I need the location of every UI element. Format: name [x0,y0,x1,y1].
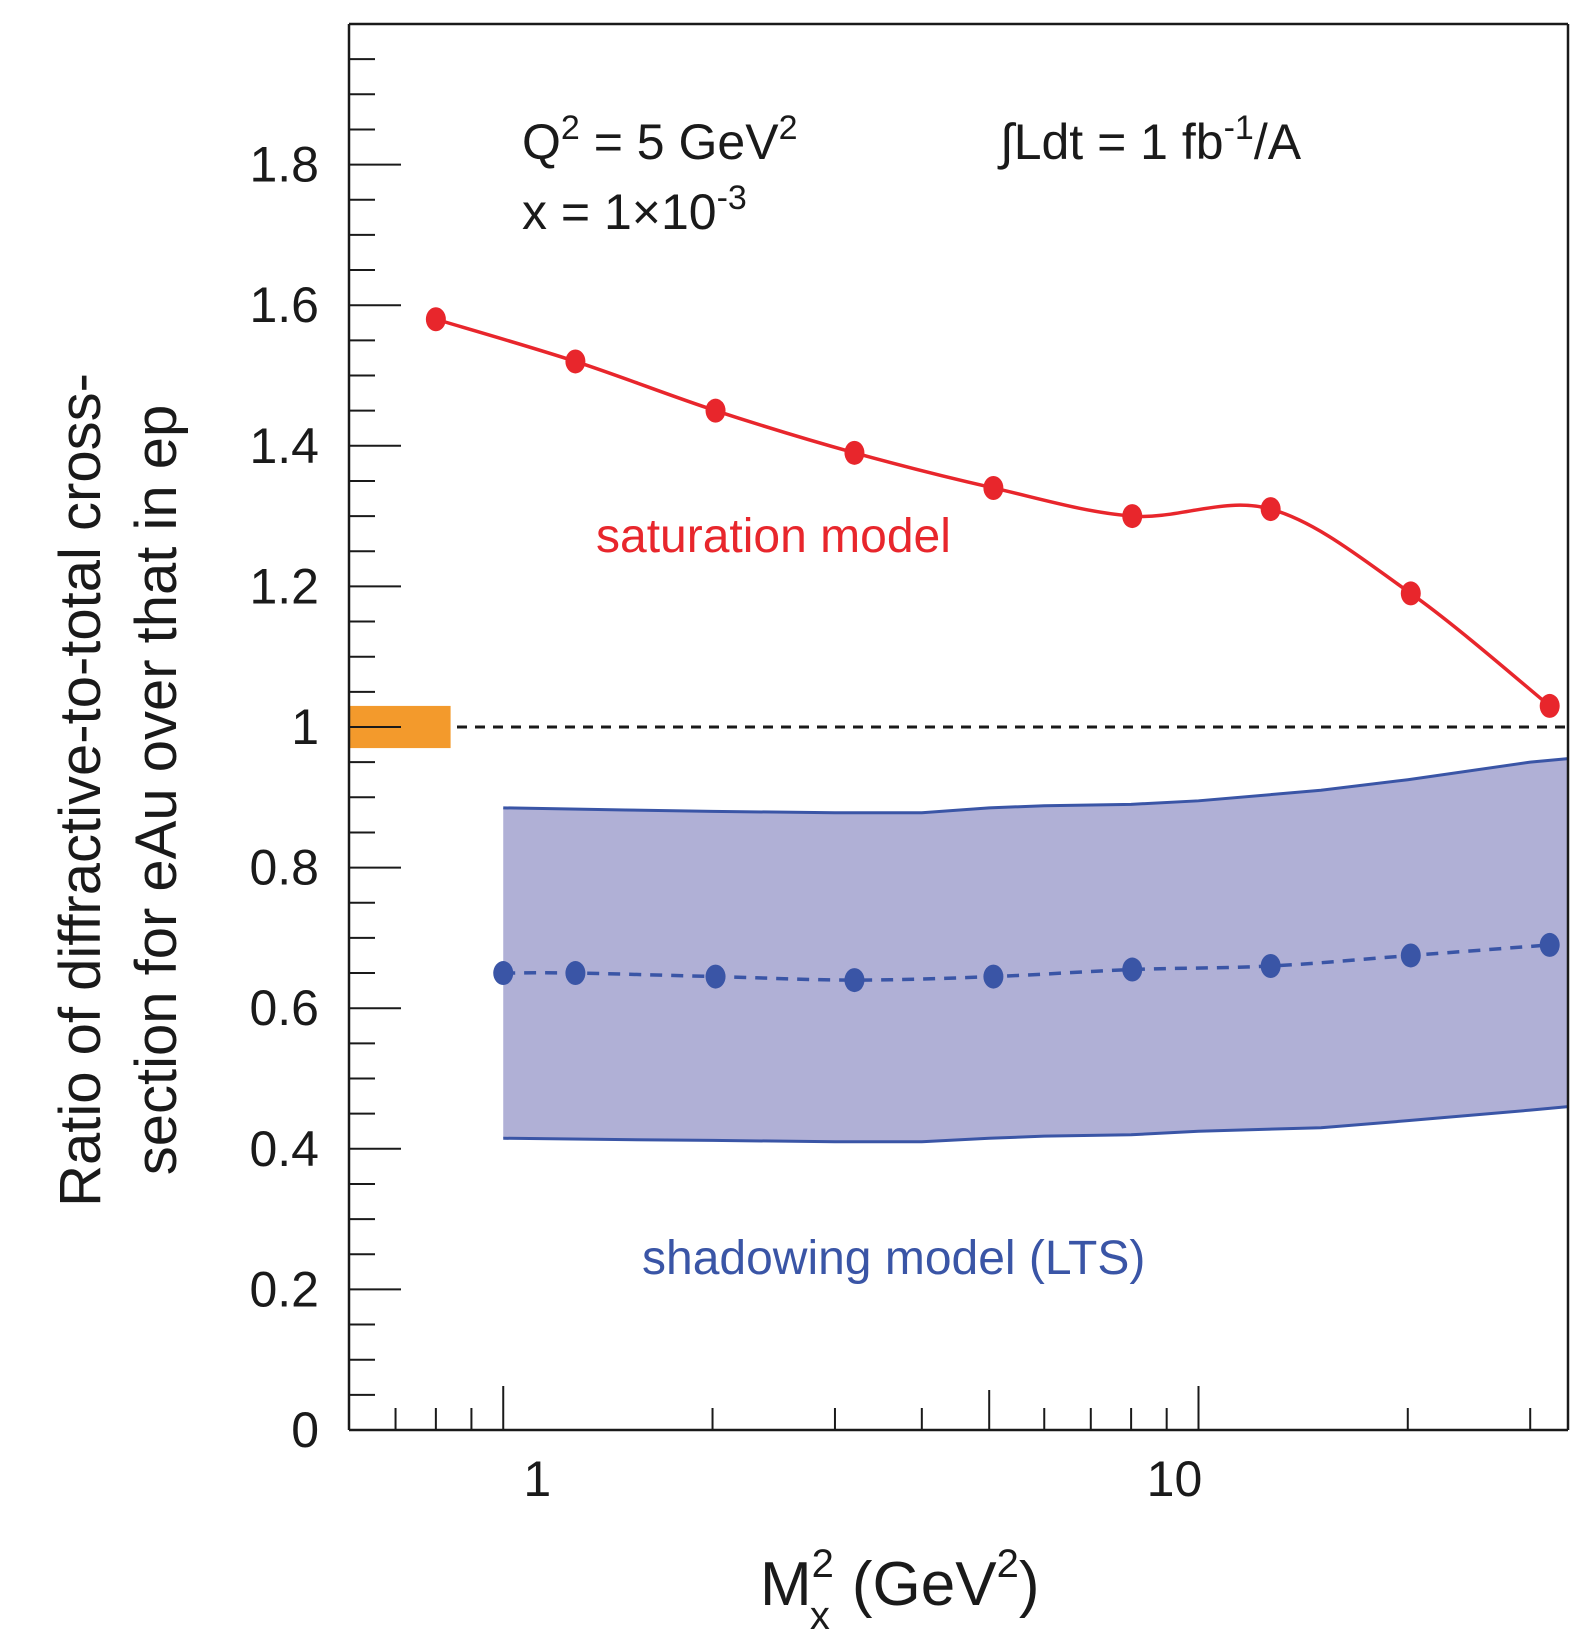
y-axis-title: Ratio of diffractive-to-total cross- sec… [48,373,189,1207]
annotation-lumi: ∫Ldt = 1 fb-1/A [997,109,1302,170]
saturation-point-5 [1122,504,1143,529]
shadowing-point-2 [705,964,726,989]
saturation-model-label: saturation model [596,510,951,563]
saturation-point-7 [1400,581,1421,606]
band-layer [503,757,1569,1144]
saturation-point-3 [844,440,865,465]
shadowing-point-4 [983,964,1004,989]
shadowing-point-0 [493,961,514,986]
shadowing-point-3 [844,968,865,993]
y-tick-label: 1.4 [249,418,319,474]
axes-layer: 0 0.2 0.4 0.6 0.8 1 1.2 1.4 1.6 1.8 1 10 [249,22,1570,1507]
y-tick-label: 0.6 [249,980,319,1036]
saturation-point-0 [425,307,446,332]
shadowing-model-label: shadowing model (LTS) [642,1232,1145,1285]
reference-layer [349,705,1568,749]
saturation-point-8 [1539,693,1560,718]
y-axis-title-line2: section for eAu over that in ep [124,405,189,1176]
shadowing-band-fill [503,758,1568,1142]
y-tick-label: 1 [291,699,319,755]
annotation-q2: Q2 = 5 GeV2 [522,109,797,170]
y-tick-label: 1.6 [249,277,319,333]
shadowing-line [503,943,1550,982]
x-tick-label: 1 [523,1451,551,1507]
shadowing-point-5 [1122,957,1143,982]
y-tick-label: 1.2 [249,558,319,614]
annotation-x: x = 1×10-3 [522,179,747,240]
y-tick-label: 0 [291,1402,319,1458]
series-layer [425,307,1560,993]
shadowing-point-7 [1400,943,1421,968]
y-axis-title-line1: Ratio of diffractive-to-total cross- [48,373,113,1207]
x-axis-title: M2 x (GeV2) [760,1542,1040,1638]
shadowing-point-6 [1260,954,1281,979]
shadowing-point-1 [565,961,586,986]
shadowing-band-lower-edge [503,1105,1569,1144]
y-tick-label: 1.8 [249,137,319,193]
shadowing-point-8 [1539,932,1560,957]
saturation-point-2 [705,398,726,423]
saturation-point-1 [565,349,586,374]
y-tick-label: 0.2 [249,1261,319,1317]
plot-area: 0 0.2 0.4 0.6 0.8 1 1.2 1.4 1.6 1.8 1 10 [249,22,1570,1507]
shadowing-band-upper-edge [503,757,1569,815]
saturation-point-4 [983,475,1004,500]
saturation-point-6 [1260,497,1281,522]
x-tick-label: 10 [1147,1451,1203,1507]
y-tick-label: 0.4 [249,1121,319,1177]
y-tick-label: 0.8 [249,840,319,896]
